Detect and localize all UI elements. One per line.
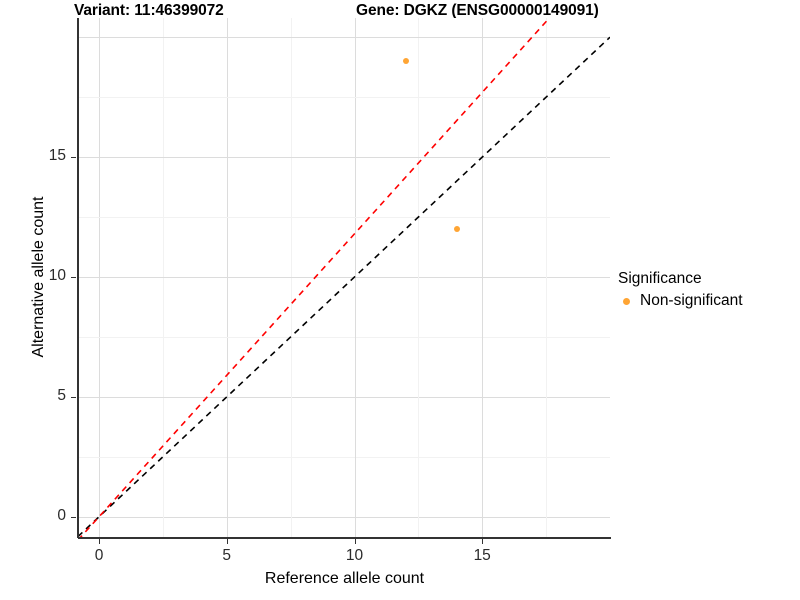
gridline-horizontal [78,97,610,99]
legend-title: Significance [618,270,702,287]
gene-title: Gene: DGKZ (ENSG00000149091) [356,2,599,19]
y-axis-label: Alternative allele count [30,196,47,358]
x-axis-line [78,537,611,539]
x-tick-mark [354,539,356,544]
x-tick-mark [99,539,101,544]
legend-items: Non-significant [618,292,798,310]
gridline-vertical [418,18,420,537]
y-tick-mark [71,157,76,159]
y-tick-mark [71,277,76,279]
y-tick-label: 10 [48,267,66,284]
x-tick-label: 15 [473,547,491,564]
legend-item[interactable]: Non-significant [618,292,798,310]
gridline-horizontal [78,157,610,159]
title-bar: Variant: 11:46399072 Gene: DGKZ (ENSG000… [0,0,800,20]
y-tick-label: 0 [57,506,66,524]
gridline-vertical [482,18,484,537]
x-axis-label: Reference allele count [264,570,425,587]
x-tick-label: 5 [222,547,231,564]
legend-key-icon [618,293,635,310]
legend: Significance Non-significant [618,270,798,310]
expected-ratio-line [79,18,551,537]
x-tick-mark [482,539,484,544]
data-point[interactable] [453,226,460,233]
legend-dot-icon [623,297,630,305]
x-tick-mark [226,539,228,544]
variant-title: Variant: 11:46399072 [74,2,224,19]
gridline-horizontal [78,456,610,458]
identity-line [78,36,610,537]
plot-panel [78,18,610,537]
x-tick-label: 0 [94,547,104,564]
gridline-horizontal [78,516,610,518]
gridline-horizontal [78,396,610,398]
y-tick-label: 15 [48,147,66,165]
gridline-horizontal [78,337,610,338]
reference-lines-layer [78,18,610,537]
gridline-horizontal [78,37,610,39]
y-tick-mark [71,396,76,399]
legend-item-label: Non-significant [640,292,743,309]
y-tick-label: 5 [57,386,66,404]
gridline-horizontal [78,217,610,219]
gridline-vertical [546,18,548,537]
data-point[interactable] [402,58,409,65]
gridline-horizontal [78,277,610,278]
x-tick-label: 10 [345,547,364,564]
y-axis-line [77,18,79,538]
y-tick-mark [71,516,76,519]
